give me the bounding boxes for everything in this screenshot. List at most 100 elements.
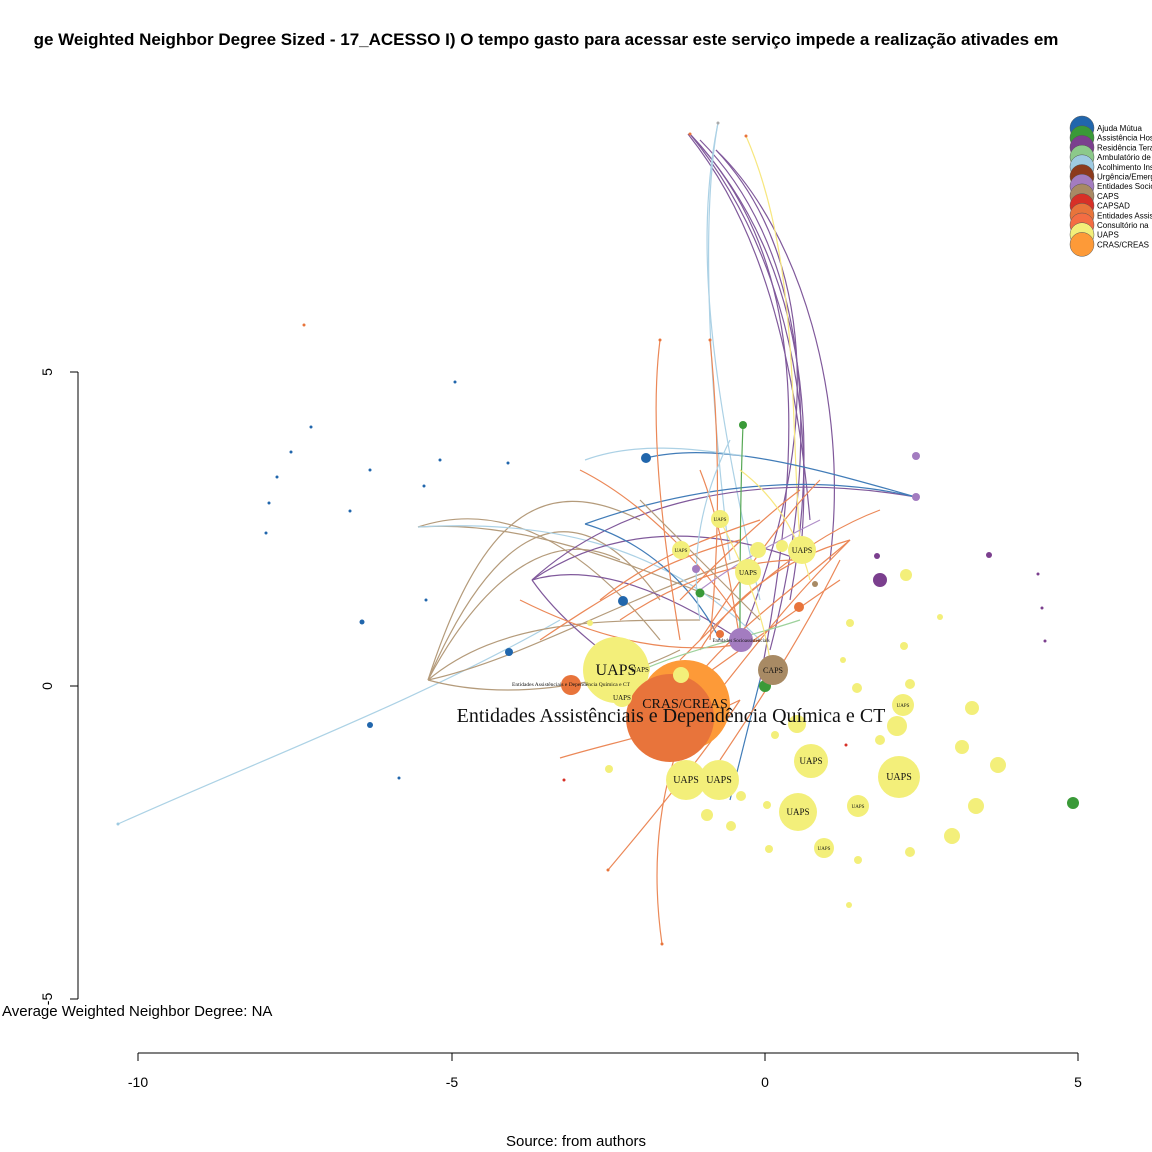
edge: [519, 599, 761, 649]
node: [986, 552, 992, 558]
node: [618, 596, 628, 606]
node: [844, 743, 848, 747]
node: [348, 509, 352, 513]
node: [275, 475, 279, 479]
node-uaps: [788, 715, 806, 733]
node-uaps: [750, 542, 766, 558]
node: [302, 323, 306, 327]
node-uaps: [905, 847, 915, 857]
node: [397, 776, 401, 780]
edge: [579, 469, 741, 621]
node-uaps: [944, 828, 960, 844]
edge: [699, 139, 802, 651]
node: [874, 553, 880, 559]
edge: [531, 535, 801, 581]
node-uaps: [937, 614, 943, 620]
node: [1040, 606, 1044, 610]
label-uaps: UAPS: [706, 775, 732, 786]
edge: [417, 518, 661, 641]
edge: [584, 447, 746, 461]
node: [660, 942, 664, 946]
node: [716, 630, 724, 638]
node: [912, 493, 920, 501]
label-uaps: UAPS: [613, 694, 631, 702]
legend-swatch: [1069, 232, 1095, 257]
legend-label: Assistência Hos: [1097, 134, 1152, 143]
node: [658, 338, 662, 342]
x-tick-label: -5: [446, 1074, 459, 1090]
edge: [645, 452, 917, 498]
edge: [539, 539, 741, 641]
legend-label: Ajuda Mútua: [1097, 124, 1142, 133]
edge: [715, 149, 798, 641]
node-entidades-assistenciais: [626, 674, 714, 762]
node: [744, 134, 748, 138]
node-entidades-socio: [729, 628, 753, 652]
edge: [531, 574, 741, 641]
label-uaps: UAPS: [818, 847, 831, 852]
edge: [739, 469, 811, 581]
node: [606, 868, 610, 872]
node-uaps: [887, 716, 907, 736]
legend-label: Urgência/Emerg: [1097, 173, 1152, 182]
edge: [531, 486, 917, 581]
legend-label: Entidades Assis: [1097, 211, 1152, 220]
node: [912, 452, 920, 460]
node: [359, 619, 365, 625]
label-caps: CAPS: [763, 666, 783, 675]
legend-label: CRAS/CREAS: [1097, 240, 1149, 249]
stat-line: Average Weighted Neighbor Degree: NA: [2, 1003, 273, 1020]
node-uaps: [735, 559, 761, 585]
node-uaps: [846, 619, 854, 627]
legend-label: CAPS: [1097, 192, 1119, 201]
node: [1036, 572, 1040, 576]
node: [453, 380, 457, 384]
node-uaps: [854, 856, 862, 864]
legend-label: Consultório na: [1097, 221, 1149, 230]
edge: [655, 339, 681, 641]
label-uaps-big: UAPS: [596, 662, 637, 679]
edge: [687, 133, 811, 521]
node: [309, 425, 313, 429]
label-uaps: UAPS: [886, 772, 912, 783]
label-uaps: UAPS: [786, 807, 809, 817]
label-entidades-big: Entidades Assistênciais e Dependência Qu…: [457, 705, 886, 727]
node-uaps: [711, 510, 729, 528]
node: [688, 132, 692, 136]
x-tick-label: -10: [128, 1074, 148, 1090]
node: [708, 338, 712, 342]
node-uaps: [852, 683, 862, 693]
edge: [706, 122, 761, 601]
node-uaps: [630, 659, 650, 679]
edge: [695, 439, 731, 621]
node: [422, 484, 426, 488]
edge: [619, 559, 801, 621]
label-uaps: UAPS: [897, 704, 910, 709]
node: [692, 565, 700, 573]
node: [561, 675, 581, 695]
node: [641, 453, 651, 463]
node-uaps: [814, 838, 834, 858]
node: [812, 581, 818, 587]
node-uaps: [701, 809, 713, 821]
edge: [427, 619, 701, 681]
node-uaps: [583, 637, 649, 703]
edge: [739, 424, 744, 641]
legend-label: CAPSAD: [1097, 202, 1130, 211]
edge: [117, 619, 561, 825]
legend-label: Acolhimento Ins: [1097, 163, 1152, 172]
node-uaps: [955, 740, 969, 754]
node-uaps: [900, 642, 908, 650]
edge: [427, 500, 641, 681]
node-uaps: [788, 536, 816, 564]
node-uaps: [672, 541, 690, 559]
edge: [719, 539, 851, 691]
node-uaps: [726, 821, 736, 831]
edge: [715, 149, 835, 561]
node-uaps: [840, 657, 846, 663]
node: [1043, 639, 1047, 643]
node-caps: [758, 655, 788, 685]
legend-label: UAPS: [1097, 231, 1119, 240]
